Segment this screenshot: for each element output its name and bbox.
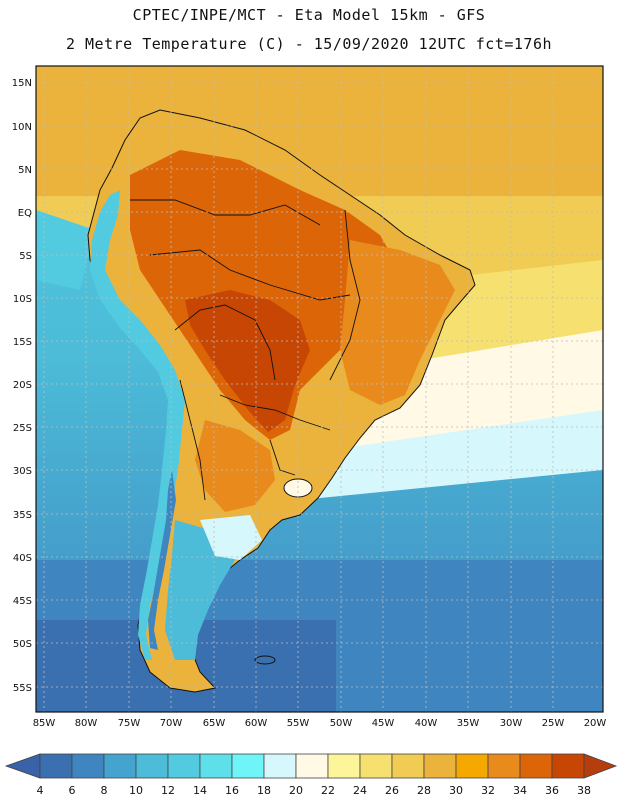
andes-very-cold [148,470,176,650]
colorbar-swatch [39,753,73,779]
andes-cold [90,190,185,660]
lon-label: 25W [542,718,565,729]
title-line-1: CPTEC/INPE/MCT - Eta Model 15km - GFS [132,6,486,24]
colorbar-label: 4 [37,784,44,797]
colorbar-swatch [487,753,521,779]
country-borders [130,199,361,501]
colorbar-swatch [295,753,329,779]
lat-label: 55S [13,683,32,694]
land-warm-south [195,420,275,512]
patagonia-pale [200,515,262,560]
lat-label: 50S [13,639,32,650]
lon-label: 40W [415,718,438,729]
lon-label: 55W [287,718,310,729]
colorbar-label: 14 [193,784,207,797]
lat-label: 30S [13,466,32,477]
colorbar-swatch [71,753,105,779]
lon-label: 80W [75,718,98,729]
colorbar-swatch [359,753,393,779]
lon-label: 50W [330,718,353,729]
colorbar-label: 30 [449,784,463,797]
lon-label: 65W [203,718,226,729]
lat-label: 15S [13,337,32,348]
colorbar-label: 38 [577,784,591,797]
title-line-2: 2 Metre Temperature (C) - 15/09/2020 12U… [65,35,553,53]
lat-label: 10N [12,122,32,133]
colorbar-swatch [519,753,553,779]
colorbar-swatch [167,753,201,779]
lat-label: 5S [19,251,32,262]
colorbar-label: 36 [545,784,559,797]
lon-label: 75W [118,718,141,729]
lat-label: 40S [13,553,32,564]
map-frame [35,65,604,713]
colorbar-label: 22 [321,784,335,797]
colorbar-label: 10 [129,784,143,797]
lat-label: 35S [13,510,32,521]
lat-label: 25S [13,423,32,434]
colorbar-swatch [423,753,457,779]
longitude-axis: 85W 80W 75W 70W 65W 60W 55W 50W 45W 40W … [33,718,607,729]
colorbar-label: 32 [481,784,495,797]
colorbar-swatch [391,753,425,779]
colorbar-label: 18 [257,784,271,797]
colorbar-swatch [135,753,169,779]
colorbar-swatch [263,753,297,779]
colorbar-label: 12 [161,784,175,797]
falkland-islands [254,655,276,665]
colorbar-boxes [39,753,585,779]
colorbar-label: 8 [101,784,108,797]
lat-label: 45S [13,596,32,607]
lon-label: 60W [245,718,268,729]
colorbar-label: 24 [353,784,367,797]
colorbar-label: 20 [289,784,303,797]
colorbar-label: 6 [69,784,76,797]
colorbar-swatch [455,753,489,779]
lat-label: 10S [13,294,32,305]
colorbar: 4 6 8 10 12 14 16 18 20 22 24 26 28 30 3… [4,753,618,797]
colorbar-label: 16 [225,784,239,797]
lon-label: 35W [457,718,480,729]
lon-label: 45W [372,718,395,729]
colorbar-swatch [231,753,265,779]
map-panel [36,66,603,712]
colorbar-swatch [103,753,137,779]
ocean-band-20 [300,410,603,500]
colorbar-swatch [327,753,361,779]
lat-label: 5N [18,165,32,176]
colorbar-over-arrow [583,753,618,779]
lon-label: 30W [500,718,523,729]
land-hot-core-34 [130,150,400,440]
ocean-pacific-equatorial [36,210,95,290]
latitude-axis: 15N 10N 5N EQ 5S 10S 15S 20S 25S 30S 35S… [12,78,32,694]
lon-label: 70W [160,718,183,729]
lon-label: 85W [33,718,56,729]
colorbar-label: 26 [385,784,399,797]
lat-label: 20S [13,380,32,391]
colorbar-labels: 4 6 8 10 12 14 16 18 20 22 24 26 28 30 3… [37,784,592,797]
colorbar-swatch [199,753,233,779]
colorbar-swatch [551,753,585,779]
lon-label: 20W [584,718,607,729]
colorbar-under-arrow [4,753,41,779]
colorbar-label: 34 [513,784,527,797]
land-hot-core-36 [185,290,310,432]
lat-label: 15N [12,78,32,89]
colorbar-label: 28 [417,784,431,797]
lat-label: EQ [18,208,32,219]
